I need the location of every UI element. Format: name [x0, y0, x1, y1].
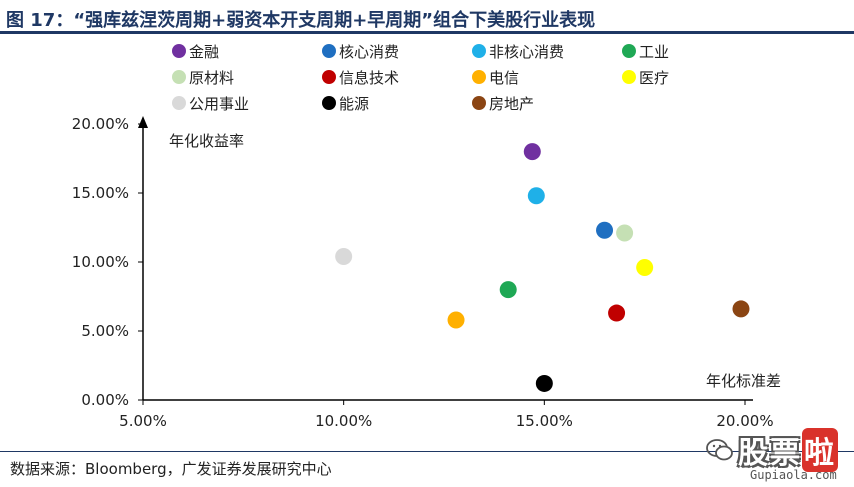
legend-marker	[472, 44, 486, 58]
x-axis-title: 年化标准差	[706, 372, 781, 390]
x-tick-label: 10.00%	[315, 412, 372, 430]
wechat-icon	[706, 439, 733, 461]
x-tick-label: 20.00%	[716, 412, 773, 430]
legend-label: 能源	[339, 95, 369, 113]
x-tick-label: 5.00%	[119, 412, 167, 430]
data-point	[535, 374, 553, 392]
watermark-logo-text: 股票	[738, 436, 802, 471]
legend-label: 金融	[189, 43, 219, 61]
data-point	[636, 259, 654, 277]
legend-label: 信息技术	[339, 69, 399, 87]
y-axis-arrow	[138, 116, 148, 128]
y-axis-title: 年化收益率	[169, 132, 244, 150]
y-tick-label: 5.00%	[81, 322, 129, 340]
legend-marker	[472, 96, 486, 110]
legend-marker	[322, 70, 336, 84]
legend-marker	[172, 70, 186, 84]
watermark-url: Gupiaola.com	[750, 468, 837, 482]
y-tick-label: 15.00%	[72, 184, 129, 202]
data-point	[596, 221, 614, 239]
watermark-logo-accent: 啦	[802, 428, 838, 472]
y-tick-label: 20.00%	[72, 115, 129, 133]
source-note: 数据来源：Bloomberg，广发证券发展研究中心	[10, 460, 332, 478]
watermark-logo: 股票啦	[738, 428, 838, 472]
data-point	[527, 187, 545, 205]
data-point	[608, 304, 626, 322]
source-divider	[0, 451, 854, 452]
title-bar: 图 17：“强库兹涅茨周期+弱资本开支周期+早周期”组合下美股行业表现	[0, 0, 854, 34]
data-point	[732, 300, 750, 318]
legend-marker	[622, 70, 636, 84]
legend-marker	[322, 44, 336, 58]
legend-marker	[322, 96, 336, 110]
legend-label: 医疗	[639, 69, 669, 87]
data-point	[616, 224, 634, 242]
data-point	[335, 247, 353, 265]
chart-title: 图 17：“强库兹涅茨周期+弱资本开支周期+早周期”组合下美股行业表现	[6, 10, 596, 31]
legend-marker	[622, 44, 636, 58]
x-tick-label: 15.00%	[516, 412, 573, 430]
legend-label: 核心消费	[339, 43, 399, 61]
legend-label: 电信	[489, 69, 519, 87]
y-tick-label: 10.00%	[72, 253, 129, 271]
legend-marker	[172, 44, 186, 58]
legend-marker	[472, 70, 486, 84]
data-point	[447, 311, 465, 329]
legend-marker	[172, 96, 186, 110]
watermark: 股票啦 Gupiaola.com	[700, 424, 850, 484]
data-point	[499, 281, 517, 299]
legend-label: 房地产	[489, 95, 534, 113]
legend-label: 原材料	[189, 69, 234, 87]
legend-label: 非核心消费	[489, 43, 564, 61]
scatter-chart: 5.00% 10.00% 15.00% 20.00% 0.00% 5.00% 10.00% 1…	[72, 43, 781, 430]
legend-label: 工业	[639, 43, 669, 61]
y-tick-label: 0.00%	[81, 391, 129, 409]
legend-label: 公用事业	[189, 95, 249, 113]
data-point	[523, 143, 541, 161]
